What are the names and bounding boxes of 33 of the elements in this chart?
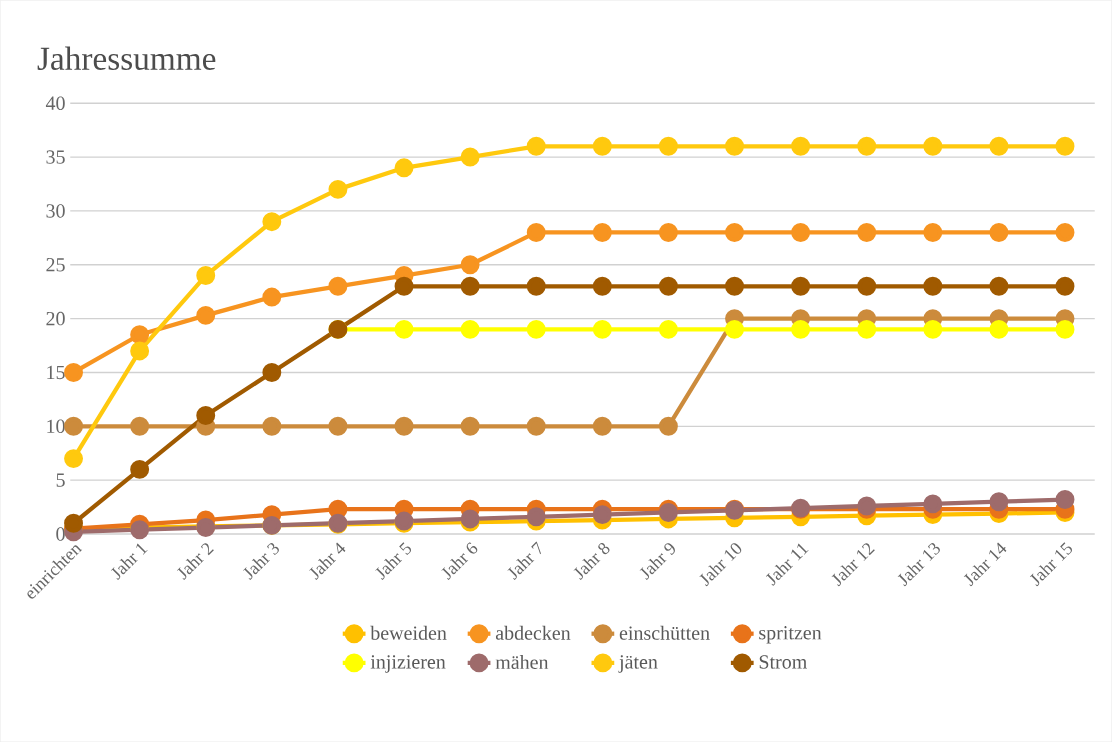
y-tick-label: 35 [46, 150, 65, 164]
x-tick-label: Jahr 5 [375, 542, 412, 580]
y-tick-label: 10 [47, 419, 65, 433]
y-tick-label: 30 [46, 204, 65, 218]
legend-label: Strom [759, 655, 807, 669]
x-tick-label: Jahr 15 [1029, 542, 1073, 587]
legend-label: jäten [618, 655, 658, 673]
x-tick-label: Jahr 12 [831, 543, 875, 587]
legend-label: abdecken [495, 625, 571, 640]
y-tick-label: 40 [45, 96, 65, 110]
y-tick-label: 25 [46, 257, 65, 272]
x-tick-label: Jahr 7 [507, 541, 541, 580]
x-tick-label: Jahr 2 [176, 543, 214, 580]
y-tick-label: 0 [56, 527, 65, 541]
x-tick-label: Jahr 4 [309, 542, 346, 580]
chart-title: Jahressumme [37, 46, 216, 70]
y-tick-label: 5 [56, 473, 65, 487]
x-tick-label: Jahr 3 [243, 543, 279, 580]
x-tick-label: Jahr 10 [699, 543, 742, 587]
x-tick-label: Jahr 11 [765, 543, 809, 586]
legend-label: mähen [495, 654, 549, 669]
x-tick-label: Jahr 9 [639, 543, 675, 580]
legend-label: einschütten [619, 625, 710, 640]
y-tick-label: 20 [46, 311, 65, 326]
x-tick-label: Jahr 14 [963, 542, 1007, 587]
legend-label: spritzen [759, 626, 822, 644]
y-tick-label: 15 [47, 365, 65, 380]
x-tick-label: Jahr 13 [897, 543, 940, 587]
legend-label: injizieren [370, 655, 446, 673]
legend-label: beweiden [370, 625, 447, 640]
x-tick-label: Jahr 6 [441, 542, 478, 580]
x-tick-label: Jahr 8 [573, 542, 610, 580]
x-tick-label: Jahr 1 [110, 543, 148, 580]
